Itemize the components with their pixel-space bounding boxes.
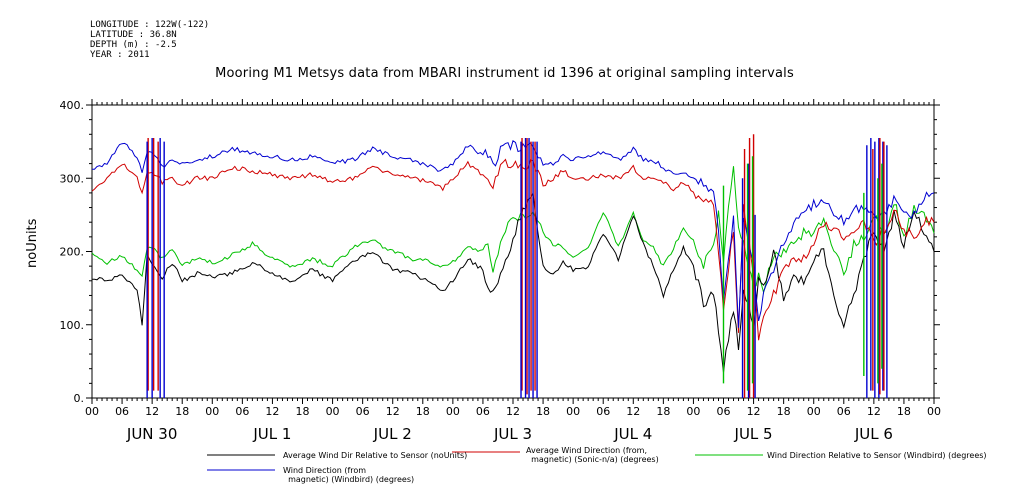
x-tick-label: 18 xyxy=(897,405,911,418)
series-line-green xyxy=(91,166,935,295)
y-tick-label: 300. xyxy=(60,172,85,185)
y-tick-label: 100. xyxy=(60,319,85,332)
legend-label-green: Wind Direction Relative to Sensor (Windb… xyxy=(767,451,987,460)
x-tick-label: 18 xyxy=(416,405,430,418)
x-tick-label: 00 xyxy=(326,405,340,418)
legend-label-red: Average Wind Direction (from, magnetic) … xyxy=(526,446,659,464)
x-tick-label: 06 xyxy=(356,405,370,418)
x-day-label: JUL 1 xyxy=(252,425,291,443)
x-tick-label: 06 xyxy=(717,405,731,418)
depth-text: DEPTH (m) : -2.5 xyxy=(90,40,177,50)
x-tick-label: 06 xyxy=(596,405,610,418)
x-day-label: JUL 3 xyxy=(493,425,532,443)
x-tick-label: 18 xyxy=(175,405,189,418)
y-tick-label: 400. xyxy=(60,99,85,112)
x-tick-label: 00 xyxy=(807,405,821,418)
x-tick-label: 12 xyxy=(506,405,520,418)
x-day-label: JUN 30 xyxy=(126,425,177,443)
x-tick-label: 00 xyxy=(686,405,700,418)
series-line-blue xyxy=(91,140,935,328)
x-day-label: JUL 2 xyxy=(373,425,412,443)
x-tick-label: 00 xyxy=(85,405,99,418)
x-tick-label: 18 xyxy=(296,405,310,418)
x-day-label: JUL 5 xyxy=(734,425,773,443)
x-day-label: JUL 4 xyxy=(613,425,652,443)
x-tick-label: 00 xyxy=(566,405,580,418)
x-tick-label: 00 xyxy=(927,405,941,418)
plot-frame xyxy=(91,104,935,399)
x-tick-label: 12 xyxy=(867,405,881,418)
x-tick-label: 18 xyxy=(536,405,550,418)
y-tick-label: 0. xyxy=(74,392,85,405)
x-tick-label: 12 xyxy=(386,405,400,418)
latitude-text: LATITUDE : 36.8N xyxy=(90,30,177,40)
x-tick-label: 06 xyxy=(115,405,129,418)
x-tick-label: 18 xyxy=(656,405,670,418)
x-tick-label: 18 xyxy=(777,405,791,418)
x-tick-label: 12 xyxy=(265,405,279,418)
x-tick-label: 06 xyxy=(476,405,490,418)
x-day-label: JUL 6 xyxy=(854,425,893,443)
y-tick-label: 200. xyxy=(60,246,85,259)
x-tick-label: 00 xyxy=(205,405,219,418)
year-text: YEAR : 2011 xyxy=(90,50,150,60)
chart-title: Mooring M1 Metsys data from MBARI instru… xyxy=(215,66,794,81)
metadata-block: LONGITUDE : 122W(-122) LATITUDE : 36.8N … xyxy=(90,20,209,60)
series-line-red xyxy=(91,158,935,341)
x-tick-label: 06 xyxy=(235,405,249,418)
x-tick-label: 12 xyxy=(145,405,159,418)
legend-label-black: Average Wind Dir Relative to Sensor (noU… xyxy=(283,451,468,460)
x-tick-label: 12 xyxy=(747,405,761,418)
x-tick-label: 12 xyxy=(626,405,640,418)
x-tick-label: 06 xyxy=(837,405,851,418)
longitude-text: LONGITUDE : 122W(-122) xyxy=(90,20,210,30)
legend-label-blue: Wind Direction (from magnetic) (Windbird… xyxy=(283,466,415,484)
x-tick-label: 00 xyxy=(446,405,460,418)
series-line-black xyxy=(92,191,935,373)
